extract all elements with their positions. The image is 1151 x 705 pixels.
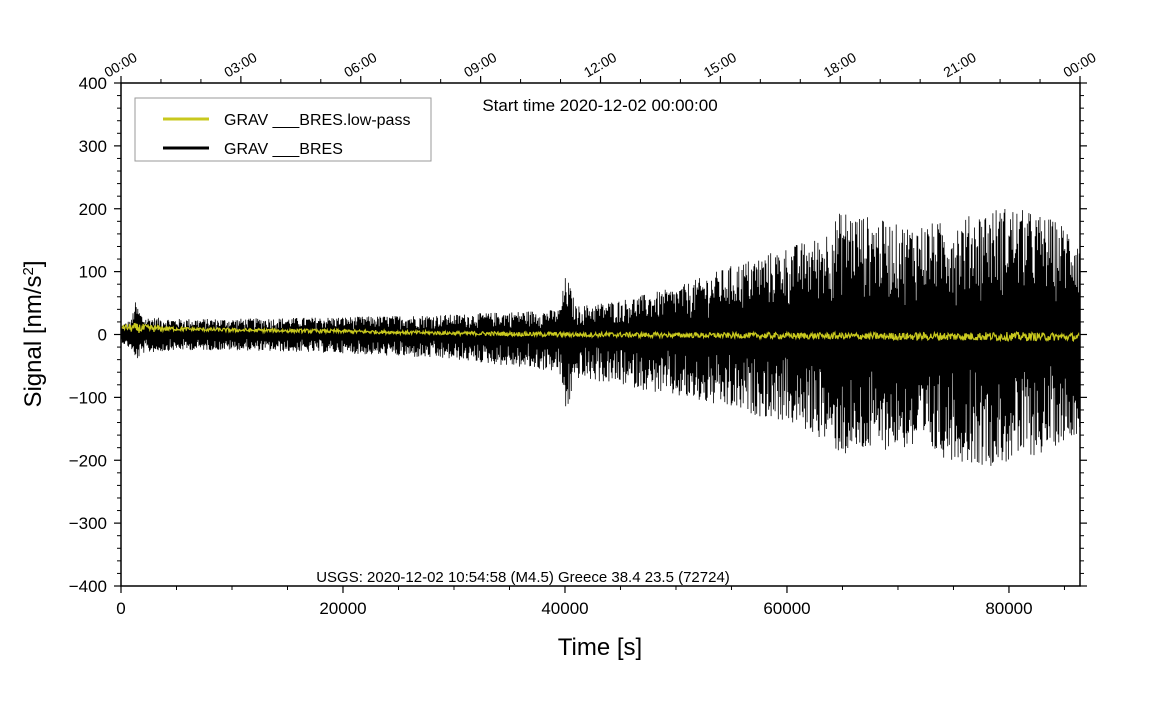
y-tick-label: 100 bbox=[79, 263, 107, 282]
y-tick-label: −300 bbox=[69, 514, 107, 533]
y-tick-label: −400 bbox=[69, 577, 107, 596]
legend: GRAV ___BRES.low-pass GRAV ___BRES bbox=[134, 97, 432, 162]
y-tick-label: 0 bbox=[98, 326, 107, 345]
legend-label-raw: GRAV ___BRES bbox=[224, 141, 343, 158]
x-tick-label: 0 bbox=[116, 599, 125, 618]
y-axis-title-superscript: 2 bbox=[20, 267, 37, 275]
y-tick-label: 200 bbox=[79, 200, 107, 219]
x-tick-label: 40000 bbox=[541, 599, 588, 618]
y-axis-title: Signal [nm/s2] bbox=[20, 260, 48, 407]
x-tick-label: 20000 bbox=[319, 599, 366, 618]
y-tick-label: −200 bbox=[69, 451, 107, 470]
x-tick-label: 80000 bbox=[985, 599, 1032, 618]
y-tick-label: 400 bbox=[79, 74, 107, 93]
y-axis-title-main: Signal [nm/s bbox=[20, 275, 47, 407]
y-axis-title-suffix: ] bbox=[20, 260, 47, 267]
start-time-label: Start time 2020-12-02 00:00:00 bbox=[482, 96, 717, 115]
legend-box bbox=[134, 97, 432, 162]
series-low-pass bbox=[120, 322, 1081, 343]
y-tick-label: 300 bbox=[79, 137, 107, 156]
x-tick-label: 60000 bbox=[763, 599, 810, 618]
y-tick-label: −100 bbox=[69, 388, 107, 407]
x-axis-title: Time [s] bbox=[558, 634, 642, 661]
legend-label-low-pass: GRAV ___BRES.low-pass bbox=[224, 112, 410, 129]
data-layer bbox=[120, 208, 1081, 466]
series-raw-signal bbox=[120, 208, 1081, 466]
event-annotation: USGS: 2020-12-02 10:54:58 (M4.5) Greece … bbox=[316, 569, 730, 586]
